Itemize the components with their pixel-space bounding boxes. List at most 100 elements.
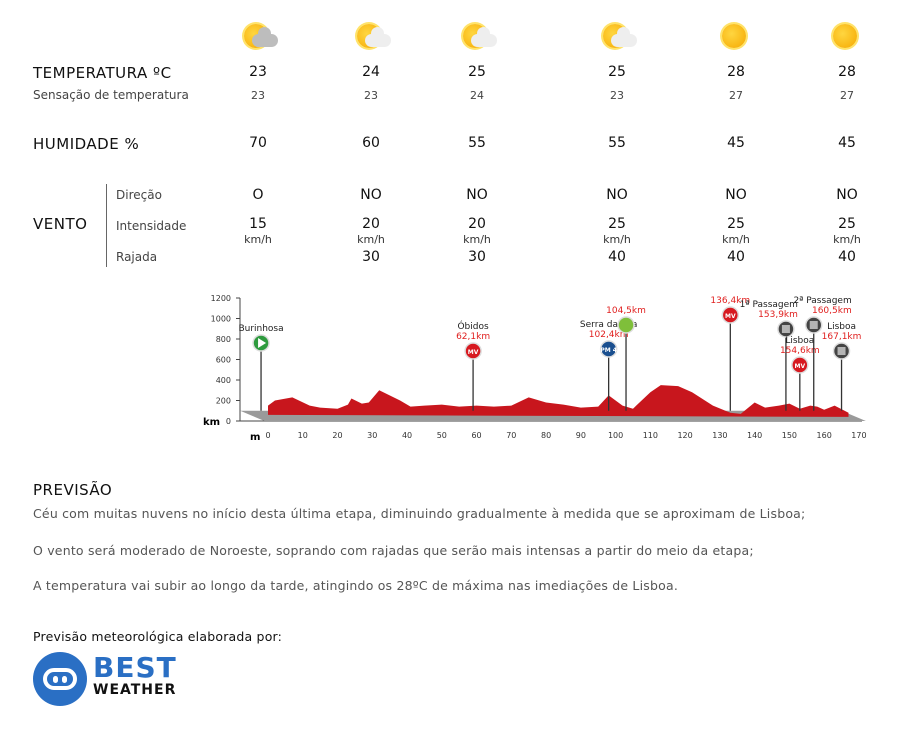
wind-speed-value: 25 (608, 216, 626, 232)
x-tick-label: 100 (608, 431, 623, 440)
temperature-value: 23 (249, 64, 267, 80)
humidity-value: 55 (468, 135, 486, 151)
marker-distance: 167,1km (822, 332, 862, 342)
feels-like-value: 23 (251, 89, 265, 102)
wind-direction-value: NO (836, 187, 858, 203)
x-tick-label: 60 (471, 431, 481, 440)
forecast-title: PREVISÃO (33, 481, 113, 499)
forecast-paragraph: A temperatura vai subir ao longo da tard… (33, 578, 678, 593)
feels-like-value: 23 (364, 89, 378, 102)
best-weather-logo: BEST WEATHER (33, 652, 198, 706)
intensity-label: Intensidade (116, 219, 187, 233)
humidity-value: 70 (249, 135, 267, 151)
wind-speed-value: 25 (727, 216, 745, 232)
x-tick-label: 70 (506, 431, 516, 440)
sprint-badge-icon (464, 342, 482, 360)
wind-gust-value: 40 (608, 249, 626, 265)
y-tick-label: 1000 (211, 315, 231, 324)
sun-grey-cloud-icon (238, 22, 278, 52)
climb-badge-icon (599, 340, 618, 358)
wind-divider (106, 184, 107, 267)
x-tick-label: 90 (576, 431, 586, 440)
temperature-value: 25 (608, 64, 626, 80)
wind-speed-value: 20 (362, 216, 380, 232)
humidity-value: 55 (608, 135, 626, 151)
badge-text: PM 4 (600, 347, 617, 354)
temperature-value: 28 (727, 64, 745, 80)
forecast-paragraph: Céu com muitas nuvens no início desta úl… (33, 506, 806, 521)
x-tick-label: 150 (782, 431, 797, 440)
x-tick-label: 170 (851, 431, 866, 440)
y-unit-label: m (250, 432, 260, 443)
feels-like-value: 23 (610, 89, 624, 102)
wind-speed-value: 20 (468, 216, 486, 232)
x-tick-label: 160 (817, 431, 832, 440)
elevation-profile (268, 385, 849, 417)
wind-unit: km/h (244, 233, 272, 246)
x-tick-label: 30 (367, 431, 377, 440)
marker-name: 1ª Passagem (740, 300, 798, 310)
wind-gust-value: 30 (468, 249, 486, 265)
x-tick-label: 20 (332, 431, 342, 440)
wind-gust-value: 30 (362, 249, 380, 265)
feels-like-value: 27 (729, 89, 743, 102)
marker-distance: 102,4km (589, 330, 629, 340)
sun-cloud-icon (457, 22, 497, 52)
logo-weather: WEATHER (93, 682, 177, 698)
credit-text: Previsão meteorológica elaborada por: (33, 629, 283, 644)
marker-distance: 104,5km (606, 306, 646, 316)
wind-unit: km/h (722, 233, 750, 246)
wind-direction-value: NO (360, 187, 382, 203)
marker-name: Burinhosa (238, 324, 283, 334)
cloud-logo-icon (33, 652, 87, 706)
x-tick-label: 80 (541, 431, 551, 440)
x-tick-label: 130 (712, 431, 727, 440)
y-tick-label: 800 (216, 335, 231, 344)
x-tick-label: 110 (643, 431, 658, 440)
sun-cloud-icon (351, 22, 391, 52)
y-tick-label: 0 (226, 417, 231, 426)
wind-speed-value: 15 (249, 216, 267, 232)
humidity-value: 60 (362, 135, 380, 151)
direction-label: Direção (116, 188, 162, 202)
gust-label: Rajada (116, 250, 158, 264)
wind-direction-value: NO (725, 187, 747, 203)
marker-name: Óbidos (457, 320, 489, 332)
x-tick-label: 40 (402, 431, 412, 440)
marker-distance: 160,5km (812, 306, 852, 316)
temperature-value: 25 (468, 64, 486, 80)
badge-text: MV (795, 363, 806, 370)
forecast-paragraph: O vento será moderado de Noroeste, sopra… (33, 543, 754, 558)
feels-like-value: 24 (470, 89, 484, 102)
sun-icon (827, 22, 867, 52)
marker-distance: 153,9km (758, 310, 798, 320)
wind-gust-value: 40 (727, 249, 745, 265)
wind-gust-value: 40 (838, 249, 856, 265)
y-tick-label: 600 (216, 356, 231, 365)
wind-unit: km/h (463, 233, 491, 246)
sprint-badge-icon (791, 356, 809, 374)
feed-badge-icon (617, 316, 635, 334)
marker-name: Lisboa (827, 322, 856, 332)
wind-speed-value: 25 (838, 216, 856, 232)
stage-profile-chart: 0 200 400 600 800 1000 1200 0 10 20 30 40 50 60 70 80 90… (203, 294, 867, 443)
x-tick-label: 10 (298, 431, 308, 440)
logo-best: BEST (93, 651, 177, 684)
sun-cloud-icon (597, 22, 637, 52)
x-tick-label: 140 (747, 431, 762, 440)
x-tick-label: 0 (265, 431, 270, 440)
y-tick-label: 200 (216, 397, 231, 406)
badge-text: MV (468, 349, 479, 356)
wind-direction-value: NO (606, 187, 628, 203)
wind-unit: km/h (357, 233, 385, 246)
wind-direction-value: O (252, 187, 264, 203)
badge-text: MV (725, 313, 736, 320)
humidity-value: 45 (838, 135, 856, 151)
wind-unit: km/h (833, 233, 861, 246)
wind-direction-value: NO (466, 187, 488, 203)
feels-like-value: 27 (840, 89, 854, 102)
marker-distance: 154,6km (780, 346, 820, 356)
marker-name: Lisboa (785, 336, 814, 346)
sun-icon (716, 22, 756, 52)
x-tick-label: 120 (677, 431, 692, 440)
